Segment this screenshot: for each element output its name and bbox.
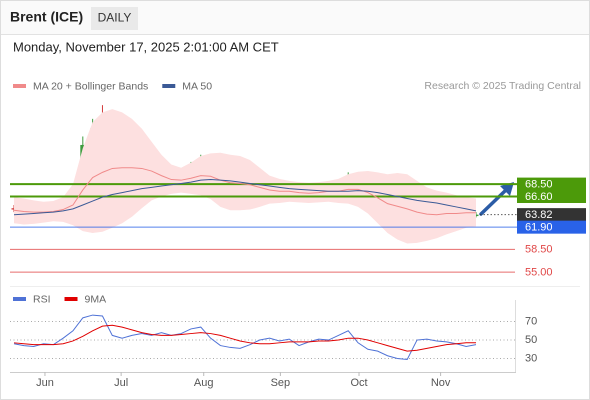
moving-average <box>13 167 476 216</box>
x-tick-label: Jun <box>36 377 54 389</box>
legend-swatch <box>162 84 176 88</box>
timeframe: DAILY <box>98 11 132 25</box>
level-box <box>517 177 586 191</box>
timeframe-box[interactable] <box>91 7 138 30</box>
credit: Research © 2025 Trading Central <box>424 80 581 92</box>
level-label: 68.50 <box>525 179 553 191</box>
legend-swatch <box>64 297 78 301</box>
level-box <box>517 208 586 222</box>
instrument-title: Brent (ICE) <box>10 9 83 25</box>
header-bar <box>1 1 589 34</box>
datetime: Monday, November 17, 2025 2:01:00 AM CET <box>13 39 279 54</box>
legend-label: MA 50 <box>182 80 212 92</box>
x-tick-label: Oct <box>350 377 367 389</box>
y-tick-label: 30 <box>525 352 537 364</box>
y-tick-label: 50 <box>525 334 537 346</box>
legend-label: MA 20 + Bollinger Bands <box>33 80 148 92</box>
arrow-head <box>500 182 514 196</box>
rsi-line <box>13 314 477 360</box>
rsi-line <box>13 324 476 352</box>
level-label: 55.00 <box>525 267 553 279</box>
legend-swatch <box>13 297 26 301</box>
legend-label: RSI <box>33 293 51 305</box>
level-box <box>517 220 586 234</box>
bollinger-band <box>14 109 476 244</box>
x-tick-label: Aug <box>194 377 214 389</box>
y-tick-label: 70 <box>525 315 537 327</box>
level-label: 58.50 <box>525 244 553 256</box>
x-tick-label: Jul <box>114 377 128 389</box>
x-tick-label: Nov <box>431 377 451 389</box>
arrow-shaft <box>479 188 508 216</box>
level-box <box>517 189 586 203</box>
level-label: 66.60 <box>525 191 553 203</box>
level-label: 61.90 <box>525 222 553 234</box>
moving-average <box>13 179 477 216</box>
trend-arrow <box>479 182 514 216</box>
level-label: 63.82 <box>525 209 553 221</box>
legend-swatch <box>13 84 26 88</box>
legend-label: 9MA <box>85 293 107 305</box>
x-tick-label: Sep <box>271 377 291 389</box>
